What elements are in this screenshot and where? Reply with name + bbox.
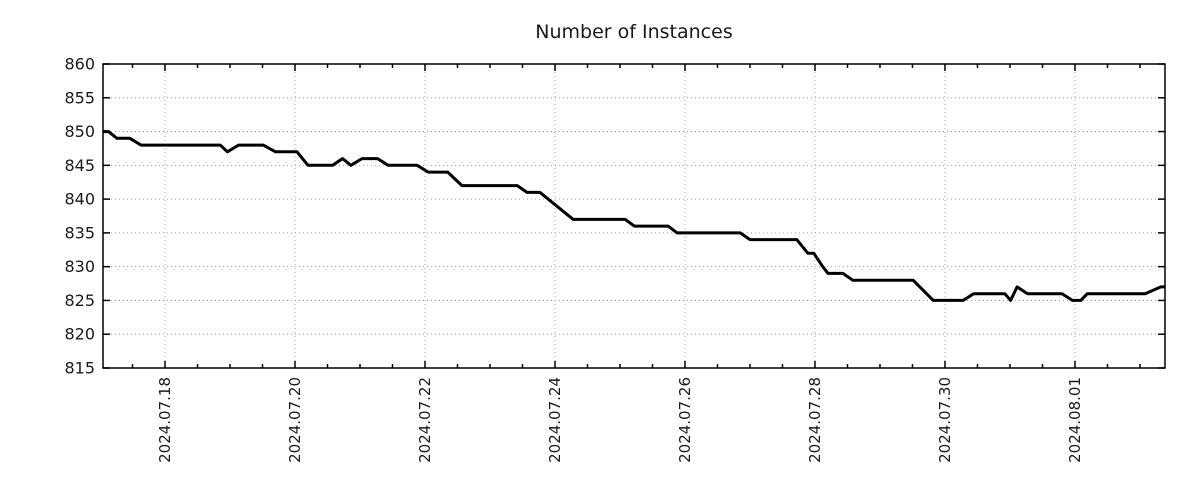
series-layer — [103, 130, 1165, 302]
y-tick-label: 835 — [64, 223, 95, 242]
y-tick-label: 840 — [64, 190, 95, 209]
x-tick-label: 2024.07.28 — [806, 377, 824, 463]
chart-title: Number of Instances — [535, 21, 732, 43]
x-tick-label: 2024.07.20 — [286, 377, 304, 463]
x-tick-label: 2024.07.26 — [676, 377, 694, 463]
axis-layer — [102, 63, 1166, 369]
y-tick-label: 820 — [64, 325, 95, 344]
label-layer: 815 820 825 830 835 840 845 850 855 860 2024.07.18… — [64, 55, 1084, 463]
plot-border — [102, 63, 1166, 369]
x-tick-label: 2024.07.30 — [936, 377, 954, 463]
x-tick-label: 2024.07.24 — [546, 377, 564, 463]
x-tick-label: 2024.08.01 — [1066, 377, 1084, 463]
y-tick-label: 845 — [64, 156, 95, 175]
y-tick-label: 855 — [64, 88, 95, 107]
y-tick-label: 825 — [64, 291, 95, 310]
grid-layer — [103, 64, 1165, 368]
x-tick-label: 2024.07.22 — [416, 377, 434, 463]
y-tick-label: 860 — [64, 55, 95, 74]
y-tick-label: 850 — [64, 122, 95, 141]
y-tick-label: 830 — [64, 257, 95, 276]
data-line-instances — [103, 130, 1165, 302]
y-tick-label: 815 — [64, 359, 95, 378]
x-tick-label: 2024.07.18 — [156, 377, 174, 463]
